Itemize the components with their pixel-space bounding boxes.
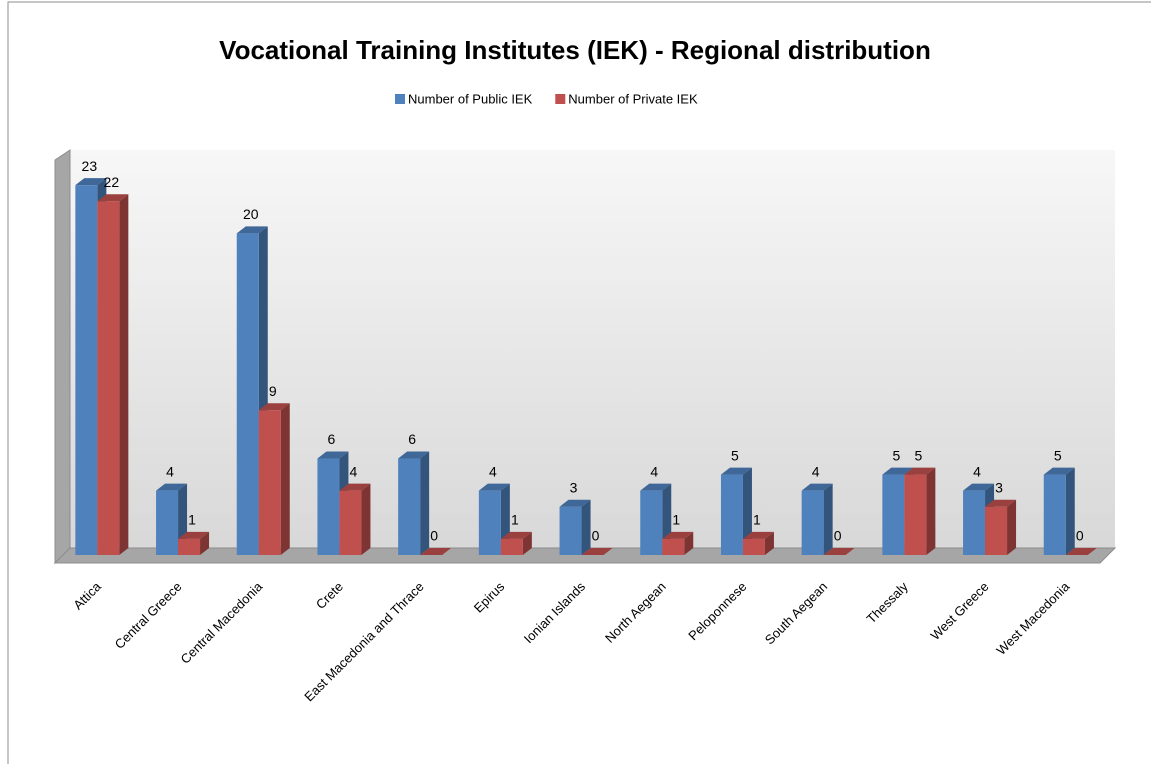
- bar-top: [339, 483, 371, 491]
- data-label: 5: [731, 447, 739, 463]
- bar-top: [478, 483, 510, 491]
- bar-top: [882, 467, 914, 475]
- data-label: 23: [82, 158, 98, 174]
- bar-top: [559, 499, 591, 507]
- bar: [640, 490, 663, 555]
- data-label: 5: [1054, 447, 1062, 463]
- data-label: 0: [1076, 528, 1084, 544]
- bar: [478, 490, 501, 555]
- data-label: 4: [489, 463, 497, 479]
- bar-side: [361, 483, 371, 555]
- data-label: 1: [188, 512, 196, 528]
- data-label: 5: [914, 447, 922, 463]
- data-label: 6: [328, 431, 336, 447]
- data-label: 9: [269, 383, 277, 399]
- bar-top: [1065, 548, 1097, 555]
- bar-top: [904, 467, 936, 475]
- bar-top: [236, 226, 268, 234]
- bar-top: [963, 483, 995, 491]
- data-label: 3: [570, 479, 578, 495]
- bar-top: [581, 548, 613, 555]
- bar-side: [581, 499, 591, 555]
- bar: [97, 201, 120, 556]
- bar-top: [420, 548, 452, 555]
- data-label: 3: [995, 479, 1003, 495]
- bar-side: [1065, 467, 1075, 555]
- data-label: 4: [350, 463, 358, 479]
- bar-side: [522, 531, 532, 555]
- data-label: 4: [973, 463, 981, 479]
- data-label: 1: [511, 512, 519, 528]
- bar-side: [742, 467, 752, 555]
- bar-top: [398, 451, 430, 459]
- data-label: 1: [753, 512, 761, 528]
- bar-side: [200, 531, 210, 555]
- data-label: 4: [812, 463, 820, 479]
- bar: [720, 474, 743, 555]
- bar-side: [119, 194, 129, 556]
- bar: [985, 506, 1008, 555]
- bar-top: [1043, 467, 1075, 475]
- bar-top: [720, 467, 752, 475]
- data-label: 6: [408, 431, 416, 447]
- bar: [801, 490, 824, 555]
- bar-side: [280, 403, 290, 555]
- bar: [500, 538, 523, 555]
- bar-top: [985, 499, 1017, 507]
- bar: [339, 490, 362, 555]
- bar: [742, 538, 765, 555]
- bar-top: [742, 531, 774, 539]
- bar-top: [500, 531, 532, 539]
- bar-side: [1007, 499, 1017, 555]
- bar: [904, 474, 927, 555]
- legend-label: Number of Private IEK: [568, 91, 698, 106]
- bar-side: [684, 531, 694, 555]
- bar: [398, 458, 421, 555]
- bar: [559, 506, 582, 555]
- bar: [963, 490, 986, 555]
- bar: [1043, 474, 1066, 555]
- bar-side: [764, 531, 774, 555]
- bar-side: [823, 483, 833, 555]
- bar-top: [156, 483, 188, 491]
- bar-top: [801, 483, 833, 491]
- bar: [317, 458, 340, 555]
- data-label: 22: [104, 174, 120, 190]
- bar: [662, 538, 685, 555]
- bar: [882, 474, 905, 555]
- bar-top: [640, 483, 672, 491]
- back-wall: [70, 150, 1115, 548]
- bar-top: [258, 403, 290, 411]
- legend: Number of Public IEK Number of Private IE…: [395, 91, 698, 106]
- data-label: 4: [650, 463, 658, 479]
- bar: [236, 233, 259, 555]
- data-label: 1: [672, 512, 680, 528]
- bar-top: [662, 531, 694, 539]
- bar: [75, 185, 98, 555]
- bar-top: [317, 451, 349, 459]
- legend-swatch: [395, 94, 405, 104]
- data-label: 4: [166, 463, 174, 479]
- data-label: 0: [834, 528, 842, 544]
- bar-top: [823, 548, 855, 555]
- legend-swatch: [555, 94, 566, 104]
- bar: [258, 410, 281, 555]
- legend-label: Number of Public IEK: [408, 91, 533, 106]
- bar-top: [75, 178, 107, 186]
- bar: [178, 538, 201, 555]
- data-label: 20: [243, 206, 259, 222]
- side-wall: [54, 149, 71, 565]
- data-label: 5: [892, 447, 900, 463]
- chart-title: Vocational Training Institutes (IEK) - R…: [219, 35, 931, 65]
- data-label: 0: [592, 528, 600, 544]
- bar-top: [178, 531, 210, 539]
- bar: [156, 490, 179, 555]
- data-label: 0: [430, 528, 438, 544]
- bar-top: [97, 194, 129, 202]
- bar-side: [926, 467, 936, 555]
- bar-side: [420, 451, 430, 555]
